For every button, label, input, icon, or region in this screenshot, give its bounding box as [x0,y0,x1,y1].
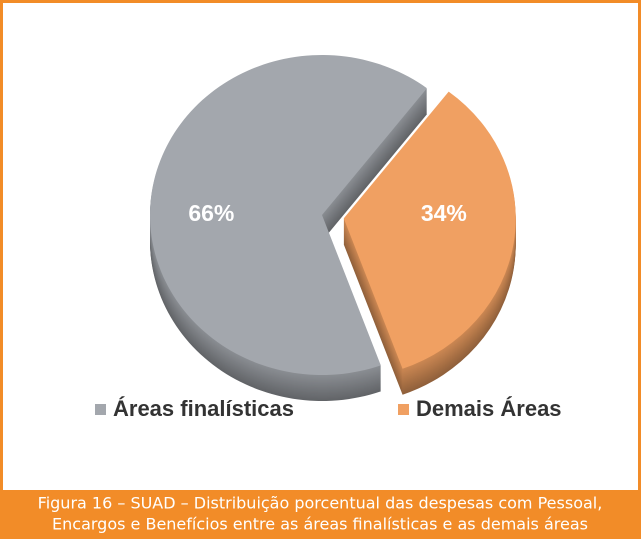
caption-bar [0,490,641,539]
legend-swatch [95,404,106,415]
legend-label: Áreas finalísticas [113,396,294,421]
caption: Figura 16 – SUAD – Distribuição porcentu… [38,494,603,513]
legend-label: Demais Áreas [416,396,562,421]
data-label: 34% [421,200,467,226]
legend-swatch [398,404,409,415]
data-label: 66% [188,200,234,226]
slice [149,54,427,375]
caption: Encargos e Benefícios entre as áreas fin… [52,515,588,534]
slice [343,91,516,369]
